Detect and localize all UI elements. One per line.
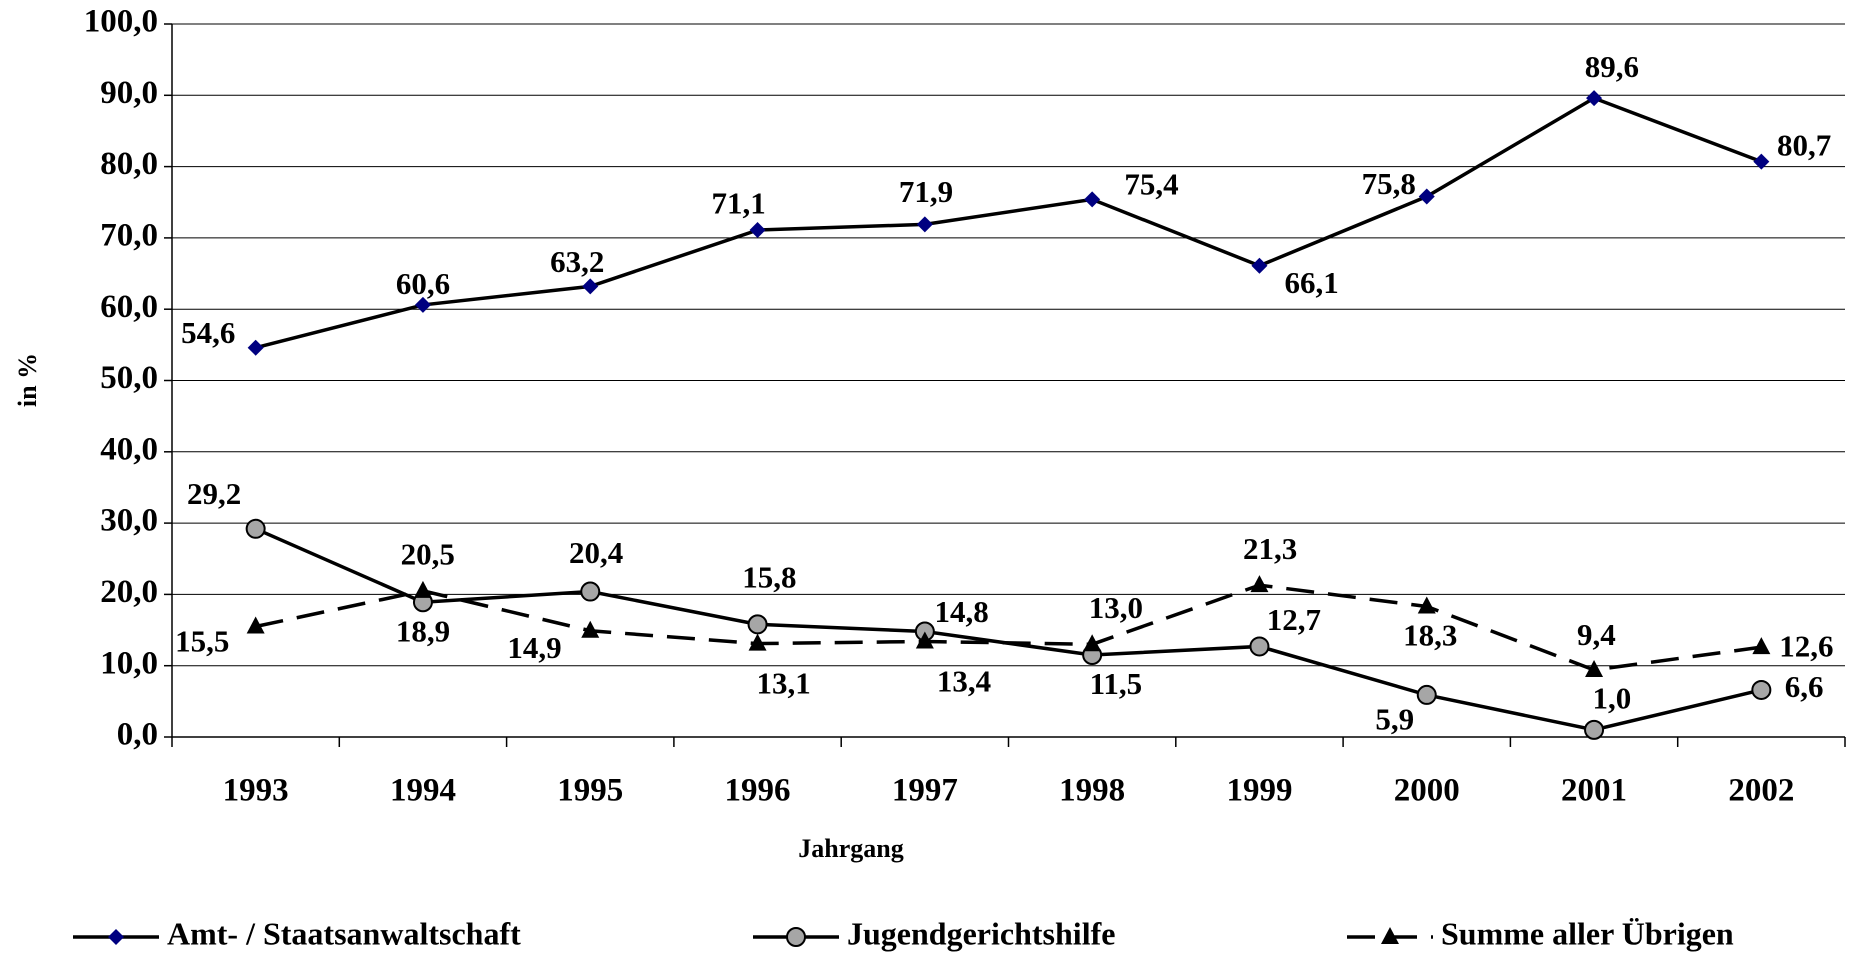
data-label: 9,4 xyxy=(1577,617,1616,652)
y-tick-label: 40,0 xyxy=(100,431,158,467)
data-label: 13,1 xyxy=(757,665,811,700)
data-point xyxy=(1249,636,1270,657)
data-label: 60,6 xyxy=(396,266,450,301)
data-point xyxy=(1751,679,1772,700)
data-point xyxy=(1586,90,1603,107)
data-point xyxy=(582,278,599,295)
data-label: 75,8 xyxy=(1362,166,1416,201)
y-tick-label: 10,0 xyxy=(100,645,158,681)
data-label: 75,4 xyxy=(1124,167,1178,202)
data-point xyxy=(580,581,601,602)
data-label: 13,0 xyxy=(1089,590,1143,625)
data-point xyxy=(747,614,768,635)
data-point xyxy=(1585,659,1604,677)
data-point xyxy=(1584,719,1605,740)
data-point xyxy=(916,216,933,233)
x-tick-label: 1997 xyxy=(892,773,958,809)
data-label: 63,2 xyxy=(550,244,604,279)
data-label: 20,5 xyxy=(401,537,455,572)
series-line xyxy=(255,96,1762,350)
data-label: 6,6 xyxy=(1785,669,1824,704)
legend-marker xyxy=(786,927,806,947)
data-label: 18,3 xyxy=(1403,618,1457,653)
data-point xyxy=(1753,153,1770,170)
data-point xyxy=(581,620,600,638)
x-tick-label: 1999 xyxy=(1226,773,1292,809)
y-axis-label: in % xyxy=(13,353,42,407)
x-tick-label: 1996 xyxy=(725,773,791,809)
data-point xyxy=(1418,188,1435,205)
data-point xyxy=(749,222,766,239)
data-point xyxy=(245,518,266,539)
legend-label: Amt- / Staatsanwaltschaft xyxy=(167,915,521,951)
data-point xyxy=(246,616,265,634)
y-tick-label: 100,0 xyxy=(84,4,158,40)
x-axis-label: Jahrgang xyxy=(798,834,903,863)
x-tick-label: 2000 xyxy=(1394,773,1460,809)
data-label: 11,5 xyxy=(1090,666,1143,701)
data-label: 71,9 xyxy=(899,174,953,209)
data-point xyxy=(1752,637,1771,655)
x-tick-label: 1994 xyxy=(390,773,456,809)
data-label: 12,6 xyxy=(1779,629,1833,664)
data-label: 12,7 xyxy=(1267,602,1321,637)
legend-marker xyxy=(108,929,124,945)
data-label: 15,8 xyxy=(742,560,796,595)
data-label: 80,7 xyxy=(1777,128,1831,163)
data-label: 14,8 xyxy=(935,594,989,629)
legend-marker xyxy=(1381,927,1399,944)
data-point xyxy=(1083,634,1102,652)
data-label: 5,9 xyxy=(1375,701,1414,736)
data-point xyxy=(1084,191,1101,208)
y-tick-label: 90,0 xyxy=(100,75,158,111)
data-point xyxy=(1416,684,1437,705)
data-label: 15,5 xyxy=(175,623,229,658)
x-tick-label: 1995 xyxy=(557,773,623,809)
data-point xyxy=(414,296,431,313)
y-tick-label: 50,0 xyxy=(100,360,158,396)
x-tick-label: 1993 xyxy=(223,773,289,809)
data-label: 21,3 xyxy=(1243,531,1297,566)
data-label: 71,1 xyxy=(711,185,765,220)
legend-label: Jugendgerichtshilfe xyxy=(847,915,1115,951)
y-tick-label: 30,0 xyxy=(100,503,158,539)
series-line xyxy=(254,527,1762,732)
data-point xyxy=(247,339,264,356)
data-label: 66,1 xyxy=(1285,265,1339,300)
legend-label: Summe aller Übrigen xyxy=(1441,915,1734,951)
data-point xyxy=(413,580,432,598)
data-point xyxy=(1251,257,1268,274)
data-label: 14,9 xyxy=(507,630,561,665)
data-label: 89,6 xyxy=(1585,49,1639,84)
data-label: 20,4 xyxy=(569,535,623,570)
data-point xyxy=(1250,575,1269,593)
data-point xyxy=(748,633,767,651)
data-point xyxy=(1417,596,1436,614)
data-label: 18,9 xyxy=(396,613,450,648)
x-tick-label: 2001 xyxy=(1561,773,1627,809)
y-tick-label: 20,0 xyxy=(100,574,158,610)
y-tick-label: 70,0 xyxy=(100,217,158,253)
data-label: 54,6 xyxy=(181,315,235,350)
data-label: 13,4 xyxy=(937,663,991,698)
y-tick-label: 0,0 xyxy=(117,717,158,753)
x-tick-label: 2002 xyxy=(1728,773,1794,809)
series-line xyxy=(255,583,1762,672)
data-label: 1,0 xyxy=(1592,681,1631,716)
data-label: 29,2 xyxy=(187,476,241,511)
x-tick-label: 1998 xyxy=(1059,773,1125,809)
data-point xyxy=(915,631,934,649)
y-tick-label: 80,0 xyxy=(100,146,158,182)
y-tick-label: 60,0 xyxy=(100,289,158,325)
